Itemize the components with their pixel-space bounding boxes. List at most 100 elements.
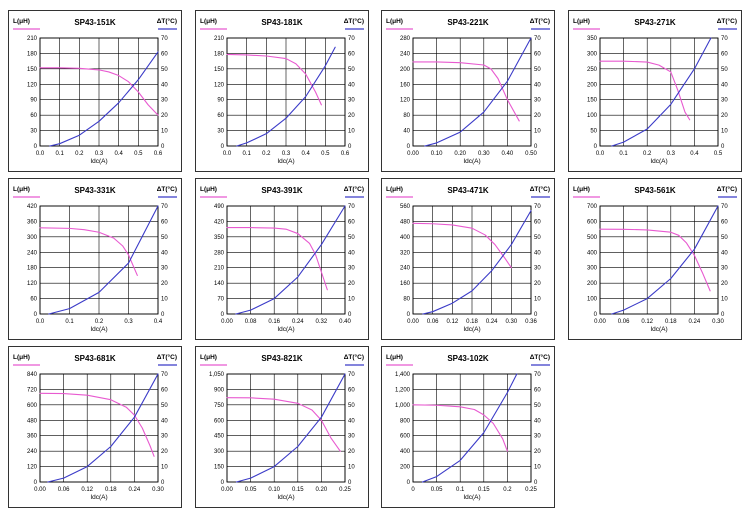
y-right-unit-label: ΔT(°C) — [530, 17, 550, 25]
x-tick-label: 0.12 — [641, 319, 653, 325]
y-left-tick-label: 480 — [400, 219, 411, 225]
y-right-unit-label: ΔT(°C) — [344, 17, 364, 25]
y-left-tick-label: 150 — [587, 98, 598, 104]
y-right-tick-label: 60 — [534, 51, 541, 57]
inductance-curve — [39, 392, 155, 457]
y-right-tick-label: 0 — [348, 144, 352, 150]
y-right-unit-label: ΔT(°C) — [157, 185, 177, 193]
x-tick-label: 0.2 — [503, 487, 512, 493]
x-tick-label: 0 — [411, 487, 415, 493]
y-left-tick-label: 70 — [217, 297, 224, 303]
y-right-tick-label: 60 — [348, 387, 355, 393]
chart-title: SP43-471K — [447, 186, 489, 195]
y-left-tick-label: 60 — [217, 113, 224, 119]
x-tick-label: 0.00 — [34, 487, 46, 493]
y-right-tick-label: 70 — [534, 372, 541, 378]
y-right-tick-label: 30 — [348, 98, 355, 104]
y-right-tick-label: 30 — [161, 266, 168, 272]
y-left-tick-label: 300 — [587, 51, 598, 57]
chart-title: SP43-681K — [74, 354, 116, 363]
x-tick-label: 0.1 — [619, 151, 628, 157]
y-right-tick-label: 30 — [348, 266, 355, 272]
plot-area — [226, 205, 346, 315]
y-right-tick-label: 30 — [534, 98, 541, 104]
y-left-tick-label: 150 — [27, 67, 38, 73]
inductance-curve — [599, 60, 691, 121]
y-left-tick-label: 240 — [400, 266, 411, 272]
y-right-tick-label: 40 — [721, 82, 728, 88]
y-left-tick-label: 0 — [407, 144, 411, 150]
x-tick-label: 0.00 — [594, 319, 606, 325]
y-right-tick-label: 70 — [721, 36, 728, 42]
y-left-tick-label: 720 — [27, 387, 38, 393]
y-right-tick-label: 40 — [534, 418, 541, 424]
x-tick-label: 0.1 — [65, 319, 74, 325]
y-right-tick-label: 0 — [534, 480, 538, 486]
y-right-tick-label: 0 — [534, 312, 538, 318]
y-left-tick-label: 0 — [221, 312, 225, 318]
x-tick-label: 0.00 — [221, 487, 233, 493]
y-left-tick-label: 0 — [407, 480, 411, 486]
y-right-tick-label: 30 — [721, 266, 728, 272]
x-tick-label: 0.1 — [242, 151, 251, 157]
y-left-tick-label: 0 — [221, 480, 225, 486]
x-axis-label: Idc(A) — [650, 326, 667, 333]
x-tick-label: 0.0 — [596, 151, 605, 157]
x-tick-label: 0.00 — [407, 151, 419, 157]
y-right-unit-label: ΔT(°C) — [530, 353, 550, 361]
y-left-tick-label: 490 — [214, 204, 225, 210]
y-right-unit-label: ΔT(°C) — [717, 17, 737, 25]
temperature-rise-curve — [422, 210, 532, 315]
y-left-tick-label: 160 — [400, 82, 411, 88]
y-right-tick-label: 50 — [534, 67, 541, 73]
y-left-unit-label: L(μH) — [13, 18, 30, 25]
y-left-tick-label: 30 — [217, 129, 224, 135]
x-tick-label: 0.3 — [95, 151, 104, 157]
y-right-tick-label: 10 — [534, 465, 541, 471]
temperature-rise-curve — [235, 205, 346, 315]
y-left-tick-label: 1,400 — [395, 372, 411, 378]
y-left-tick-label: 30 — [30, 129, 37, 135]
y-left-tick-label: 300 — [587, 266, 598, 272]
x-tick-label: 0.00 — [221, 319, 233, 325]
y-left-tick-label: 250 — [587, 67, 598, 73]
y-right-tick-label: 10 — [348, 465, 355, 471]
y-right-tick-label: 70 — [161, 204, 168, 210]
x-tick-label: 0.20 — [454, 151, 466, 157]
y-right-tick-label: 20 — [161, 113, 168, 119]
temperature-rise-curve — [236, 46, 336, 147]
y-right-tick-label: 30 — [348, 434, 355, 440]
y-left-tick-label: 0 — [407, 312, 411, 318]
y-right-tick-label: 70 — [348, 36, 355, 42]
x-tick-label: 0.1 — [55, 151, 64, 157]
x-tick-label: 0.06 — [427, 319, 439, 325]
chart-frame — [381, 178, 555, 340]
y-left-tick-label: 100 — [587, 297, 598, 303]
y-left-tick-label: 360 — [27, 219, 38, 225]
x-axis-label: Idc(A) — [463, 158, 480, 165]
y-right-tick-label: 20 — [534, 281, 541, 287]
y-right-tick-label: 30 — [534, 266, 541, 272]
chart-frame — [8, 10, 182, 172]
y-left-unit-label: L(μH) — [200, 186, 217, 193]
y-left-tick-label: 300 — [214, 449, 225, 455]
y-left-tick-label: 140 — [214, 281, 225, 287]
x-tick-label: 0.6 — [154, 151, 163, 157]
y-right-tick-label: 0 — [348, 312, 352, 318]
y-left-tick-label: 120 — [27, 465, 38, 471]
x-tick-label: 0.2 — [262, 151, 271, 157]
chart-frame — [381, 10, 555, 172]
x-tick-label: 0.05 — [431, 487, 443, 493]
y-right-tick-label: 70 — [161, 372, 168, 378]
x-tick-label: 0.4 — [154, 319, 163, 325]
temperature-rise-curve — [611, 37, 712, 147]
y-right-tick-label: 60 — [721, 51, 728, 57]
y-right-tick-label: 20 — [534, 449, 541, 455]
chart-panel: L(μH) ΔT(°C) SP43-821K 0.00 0.05 0.10 0.15 0.20… — [195, 346, 369, 508]
x-tick-label: 0.6 — [341, 151, 350, 157]
y-left-tick-label: 150 — [214, 67, 225, 73]
y-right-tick-label: 40 — [348, 82, 355, 88]
y-right-unit-label: ΔT(°C) — [530, 185, 550, 193]
x-tick-label: 0.08 — [245, 319, 257, 325]
